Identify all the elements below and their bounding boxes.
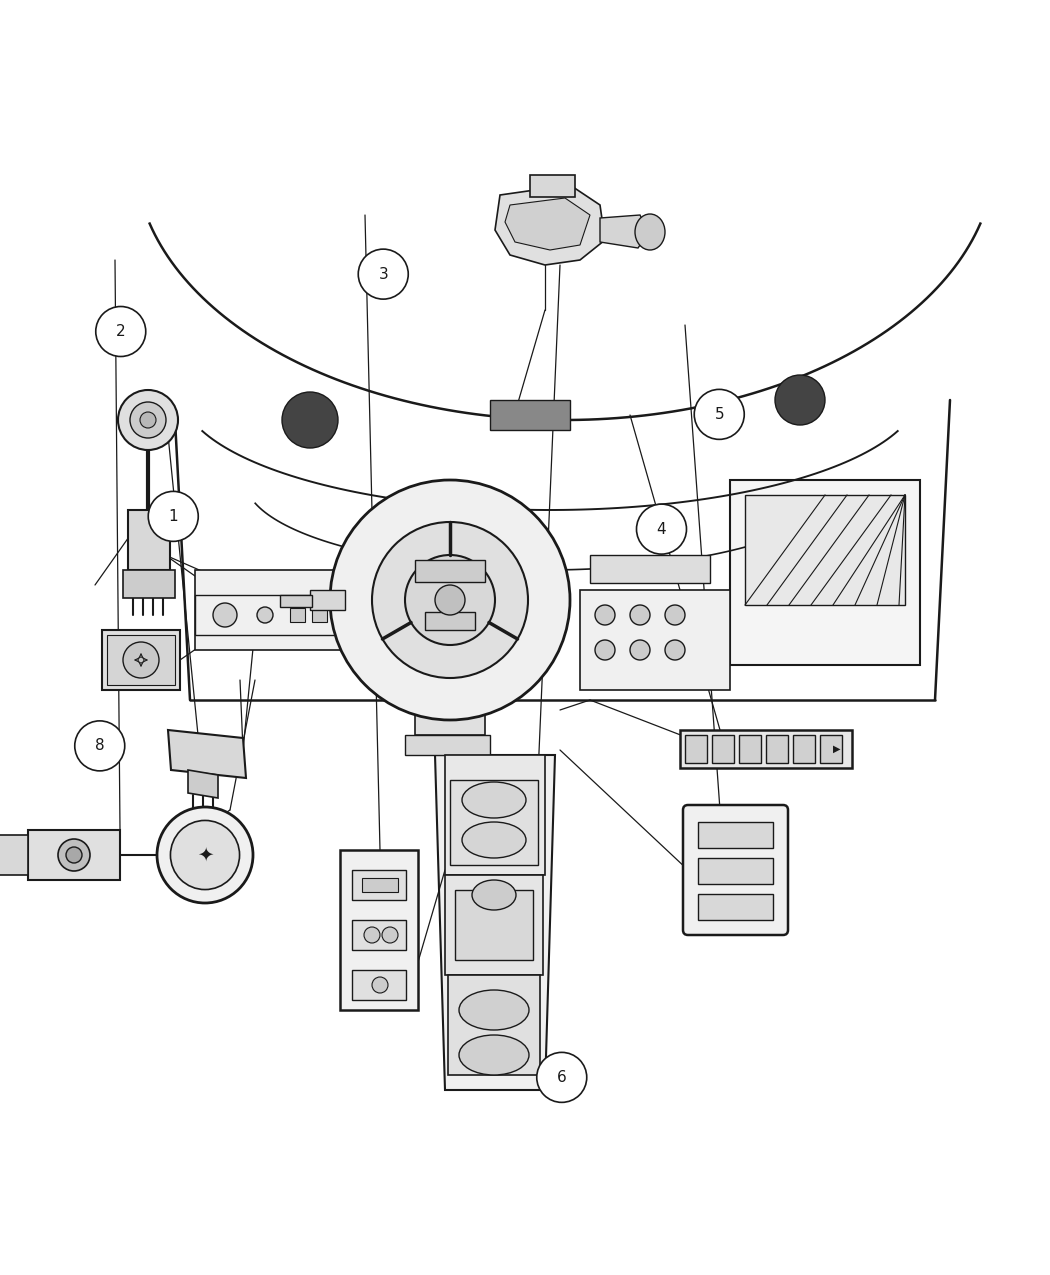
Circle shape [96, 306, 146, 357]
Bar [280, 595, 312, 607]
Polygon shape [168, 731, 246, 778]
Circle shape [358, 249, 408, 300]
Bar [334, 608, 349, 622]
Circle shape [382, 927, 398, 944]
Bar [746, 495, 905, 606]
Circle shape [213, 603, 237, 627]
Bar [445, 755, 545, 875]
Bar [793, 734, 815, 762]
Ellipse shape [462, 822, 526, 858]
Bar [415, 560, 485, 581]
Circle shape [58, 839, 90, 871]
Ellipse shape [635, 214, 665, 250]
Text: 6: 6 [556, 1070, 567, 1085]
Polygon shape [505, 198, 590, 250]
Bar [698, 858, 773, 884]
Text: 2: 2 [116, 324, 126, 339]
Bar [0, 835, 28, 875]
Bar [352, 870, 406, 900]
Circle shape [170, 820, 239, 890]
Bar [685, 734, 707, 762]
Circle shape [595, 640, 615, 660]
Bar [28, 830, 120, 880]
Circle shape [130, 402, 166, 439]
Text: 3: 3 [378, 266, 388, 282]
Bar [448, 975, 540, 1075]
Circle shape [537, 1052, 587, 1103]
Bar [712, 734, 734, 762]
Bar [102, 630, 180, 690]
Circle shape [372, 521, 528, 678]
Bar [698, 822, 773, 848]
Bar [425, 612, 475, 630]
Circle shape [148, 491, 198, 542]
Bar [445, 875, 543, 975]
Circle shape [775, 375, 825, 425]
Bar [310, 590, 345, 609]
Text: 5: 5 [714, 407, 724, 422]
Text: 4: 4 [656, 521, 667, 537]
Text: ▶: ▶ [834, 745, 841, 754]
Bar [590, 555, 710, 583]
Bar [290, 608, 304, 622]
Bar [766, 734, 788, 762]
Bar [312, 608, 327, 622]
Circle shape [665, 606, 685, 625]
Circle shape [140, 412, 156, 428]
Circle shape [123, 643, 159, 678]
Circle shape [630, 606, 650, 625]
Bar [490, 400, 570, 430]
Circle shape [694, 389, 744, 440]
Circle shape [665, 640, 685, 660]
Circle shape [636, 504, 687, 555]
Bar [455, 890, 533, 960]
Circle shape [257, 607, 273, 623]
Ellipse shape [459, 989, 529, 1030]
Bar [698, 894, 773, 921]
Circle shape [158, 807, 253, 903]
Bar [352, 970, 406, 1000]
Bar [123, 570, 175, 598]
Bar [195, 595, 345, 635]
Circle shape [118, 390, 179, 450]
Bar [107, 635, 175, 685]
Polygon shape [188, 770, 218, 798]
Bar [415, 705, 485, 734]
Bar [739, 734, 761, 762]
FancyBboxPatch shape [682, 805, 788, 935]
Bar [362, 878, 398, 892]
Bar [530, 175, 575, 198]
Text: ✦: ✦ [196, 845, 213, 864]
Circle shape [372, 977, 388, 993]
Bar [352, 921, 406, 950]
Bar [340, 850, 418, 1010]
Circle shape [435, 585, 465, 615]
Bar [195, 570, 350, 650]
Text: 1: 1 [168, 509, 178, 524]
Text: 8: 8 [94, 738, 105, 754]
Circle shape [595, 606, 615, 625]
Bar [820, 734, 842, 762]
Bar [680, 731, 852, 768]
Bar [128, 510, 170, 570]
Bar [405, 734, 490, 755]
Bar [730, 479, 920, 666]
Circle shape [66, 847, 82, 863]
Circle shape [330, 479, 570, 720]
Circle shape [630, 640, 650, 660]
Ellipse shape [472, 880, 516, 910]
Circle shape [364, 927, 380, 944]
Ellipse shape [462, 782, 526, 819]
Circle shape [75, 720, 125, 771]
Polygon shape [435, 755, 555, 1090]
Polygon shape [495, 185, 605, 265]
Polygon shape [600, 215, 645, 249]
Circle shape [282, 391, 338, 448]
Circle shape [405, 555, 495, 645]
Ellipse shape [459, 1035, 529, 1075]
Bar [580, 590, 730, 690]
Bar [450, 780, 538, 864]
